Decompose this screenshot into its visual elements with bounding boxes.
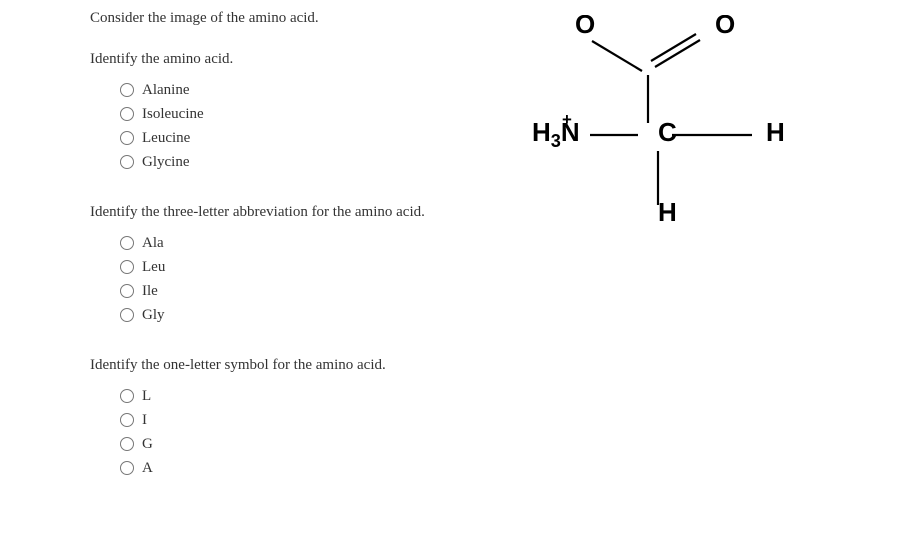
- option-label: I: [142, 412, 147, 429]
- q2-option[interactable]: Leu: [120, 255, 470, 279]
- q3-option[interactable]: L: [120, 384, 470, 408]
- svg-text:+: +: [562, 110, 572, 129]
- svg-text:H: H: [658, 197, 677, 227]
- q3-option[interactable]: I: [120, 408, 470, 432]
- radio-icon: [120, 461, 134, 475]
- q2-prompt: Identify the three-letter abbreviation f…: [90, 204, 470, 221]
- q1-option[interactable]: Isoleucine: [120, 102, 470, 126]
- svg-text:H: H: [766, 117, 785, 147]
- radio-icon: [120, 308, 134, 322]
- radio-icon: [120, 131, 134, 145]
- radio-icon: [120, 107, 134, 121]
- radio-icon: [120, 284, 134, 298]
- q1-options: Alanine Isoleucine Leucine Glycine: [90, 78, 470, 174]
- option-label: Isoleucine: [142, 106, 204, 123]
- svg-text:O: O: [575, 15, 595, 39]
- option-label: G: [142, 436, 153, 453]
- radio-icon: [120, 437, 134, 451]
- q2-option[interactable]: Ile: [120, 279, 470, 303]
- svg-text:C: C: [658, 117, 677, 147]
- question-intro: Consider the image of the amino acid.: [90, 10, 470, 27]
- option-label: A: [142, 460, 153, 477]
- q1-option[interactable]: Alanine: [120, 78, 470, 102]
- q3-options: L I G A: [90, 384, 470, 480]
- option-label: L: [142, 388, 151, 405]
- q2-options: Ala Leu Ile Gly: [90, 231, 470, 327]
- structure-column: O−OH3N+CHH: [480, 10, 904, 510]
- option-label: Alanine: [142, 82, 189, 99]
- q2-option[interactable]: Ala: [120, 231, 470, 255]
- radio-icon: [120, 83, 134, 97]
- quiz-container: Consider the image of the amino acid. Id…: [0, 0, 904, 510]
- option-label: Leucine: [142, 130, 190, 147]
- q3-prompt: Identify the one-letter symbol for the a…: [90, 357, 470, 374]
- radio-icon: [120, 413, 134, 427]
- svg-text:−: −: [565, 15, 575, 23]
- option-label: Ile: [142, 283, 158, 300]
- q2-option[interactable]: Gly: [120, 303, 470, 327]
- option-label: Leu: [142, 259, 165, 276]
- question-3: Identify the one-letter symbol for the a…: [90, 357, 470, 480]
- option-label: Glycine: [142, 154, 189, 171]
- radio-icon: [120, 260, 134, 274]
- q3-option[interactable]: G: [120, 432, 470, 456]
- q1-option[interactable]: Leucine: [120, 126, 470, 150]
- svg-text:H3N: H3N: [532, 117, 580, 151]
- q3-option[interactable]: A: [120, 456, 470, 480]
- svg-text:O: O: [715, 15, 735, 39]
- q1-option[interactable]: Glycine: [120, 150, 470, 174]
- molecule-structure: O−OH3N+CHH: [490, 15, 850, 245]
- question-1: Identify the amino acid. Alanine Isoleuc…: [90, 51, 470, 174]
- q1-prompt: Identify the amino acid.: [90, 51, 470, 68]
- questions-column: Consider the image of the amino acid. Id…: [0, 10, 480, 510]
- option-label: Ala: [142, 235, 164, 252]
- radio-icon: [120, 389, 134, 403]
- option-label: Gly: [142, 307, 165, 324]
- radio-icon: [120, 155, 134, 169]
- question-2: Identify the three-letter abbreviation f…: [90, 204, 470, 327]
- radio-icon: [120, 236, 134, 250]
